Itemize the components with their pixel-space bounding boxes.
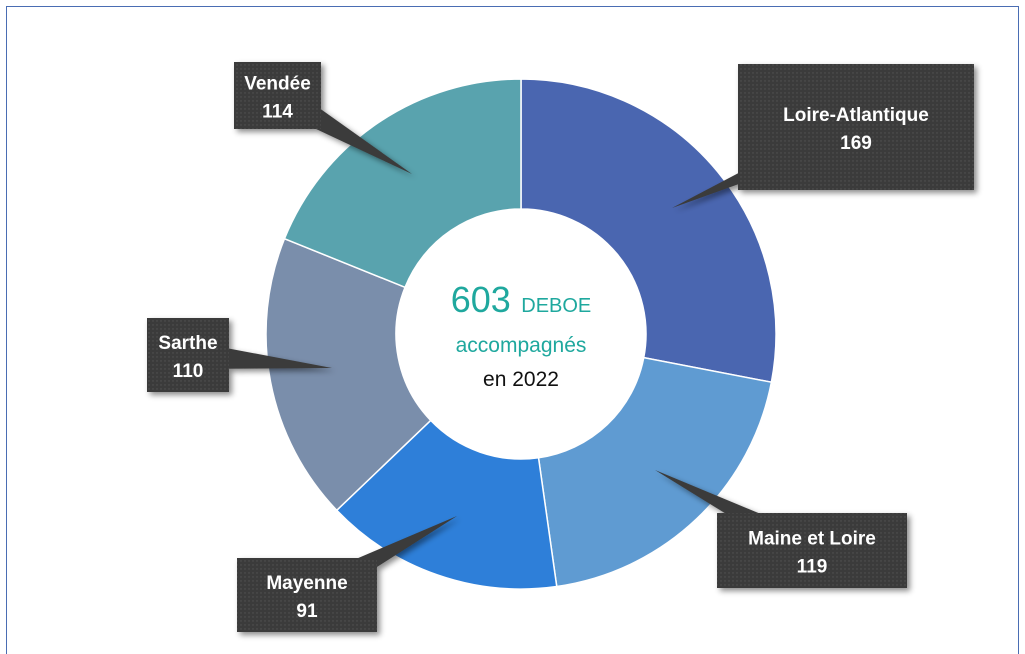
chart-frame [6, 6, 1019, 654]
callout-loire-atlantique: Loire-Atlantique 169 [672, 64, 974, 208]
center-total-word: DEBOE [521, 295, 591, 317]
slice-label-value: 169 [840, 133, 872, 154]
slice-label-name: Sarthe [158, 333, 217, 354]
slice-loire-atlantique [520, 78, 777, 384]
slice-label-value: 119 [797, 557, 828, 578]
slice-label-name: Loire-Atlantique [783, 105, 929, 126]
callout-maine-et-loire: Maine et Loire 119 [655, 470, 907, 588]
svg-text:603 DEBOE: 603 DEBOE [451, 279, 592, 320]
slice-label-name: Mayenne [266, 573, 347, 594]
slice-label-value: 114 [262, 102, 293, 123]
callout-box [738, 64, 974, 190]
center-total-number: 603 [451, 279, 511, 320]
callout-labels: Loire-Atlantique 169 Maine et Loire 119 Maye… [147, 62, 974, 632]
callout-box [147, 318, 229, 392]
slice-vend-e [283, 78, 522, 289]
center-label: 603 DEBOE accompagnés en 2022 [451, 279, 592, 391]
slice-maine-et-loire [537, 356, 773, 588]
callout-sarthe: Sarthe 110 [147, 318, 332, 392]
center-line-3: en 2022 [483, 368, 559, 391]
slice-label-name: Maine et Loire [748, 529, 876, 550]
callout-box [717, 513, 907, 588]
callout-vend-e: Vendée 114 [234, 62, 412, 174]
slice-label-value: 91 [296, 601, 318, 622]
slice-sarthe [265, 237, 432, 512]
callout-box [237, 558, 377, 632]
center-line-2: accompagnés [456, 334, 587, 357]
slice-label-value: 110 [173, 361, 204, 382]
slice-label-name: Vendée [244, 74, 311, 95]
callout-mayenne: Mayenne 91 [237, 516, 457, 632]
callout-box [234, 62, 321, 129]
